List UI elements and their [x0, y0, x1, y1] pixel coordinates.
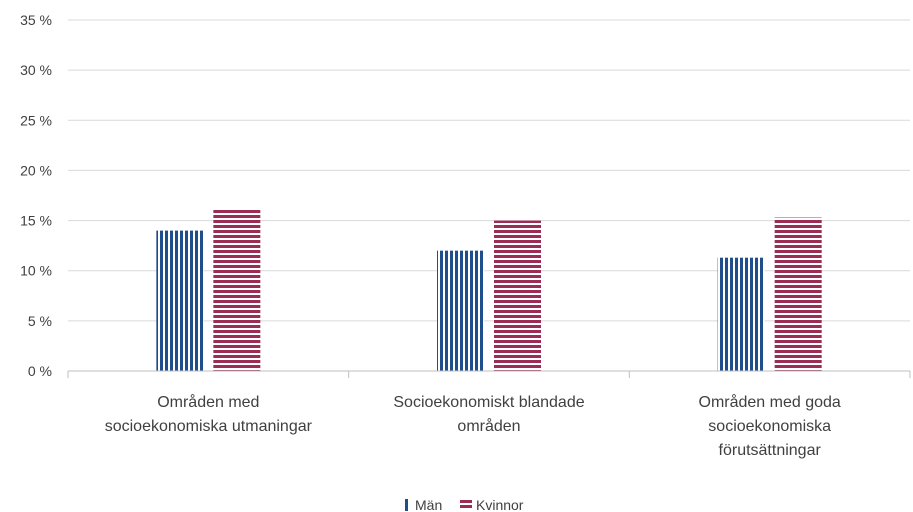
category-label: områden	[457, 417, 520, 435]
category-label: Områden med	[157, 393, 259, 411]
y-tick-label: 5 %	[28, 313, 52, 329]
bar-man	[437, 250, 484, 371]
bar-kvinnor	[774, 217, 822, 371]
bars	[156, 208, 822, 371]
gridlines	[68, 19, 910, 322]
y-tick-label: 35 %	[20, 12, 52, 28]
y-tick-label: 25 %	[20, 112, 52, 128]
legend-label: Kvinnor	[476, 497, 524, 512]
y-axis-ticks: 0 % 5 % 10 % 15 % 20 % 25 % 30 % 35 %	[20, 12, 52, 379]
category-label: socioekonomiska utmaningar	[105, 418, 313, 435]
y-tick-label: 10 %	[20, 263, 52, 279]
bar-kvinnor	[213, 208, 261, 371]
y-tick-label: 15 %	[20, 213, 52, 229]
legend-label: Män	[415, 497, 442, 512]
bar-kvinnor	[494, 220, 541, 371]
y-tick-label: 20 %	[20, 162, 52, 178]
category-label: Områden med goda	[699, 393, 841, 411]
category-labels: Områden med socioekonomiska utmaningar Soc…	[105, 393, 841, 459]
legend-swatch	[404, 499, 409, 511]
x-axis	[67, 370, 911, 378]
bar-man	[156, 230, 204, 371]
category-label: förutsättningar	[719, 442, 822, 459]
legend: Män Kvinnor	[404, 497, 524, 512]
category-label: socioekonomiska	[708, 418, 831, 435]
legend-swatch	[460, 500, 472, 510]
bar-man	[717, 257, 765, 371]
y-tick-label: 0 %	[28, 363, 52, 379]
y-tick-label: 30 %	[20, 62, 52, 78]
category-label: Socioekonomiskt blandade	[393, 394, 584, 411]
